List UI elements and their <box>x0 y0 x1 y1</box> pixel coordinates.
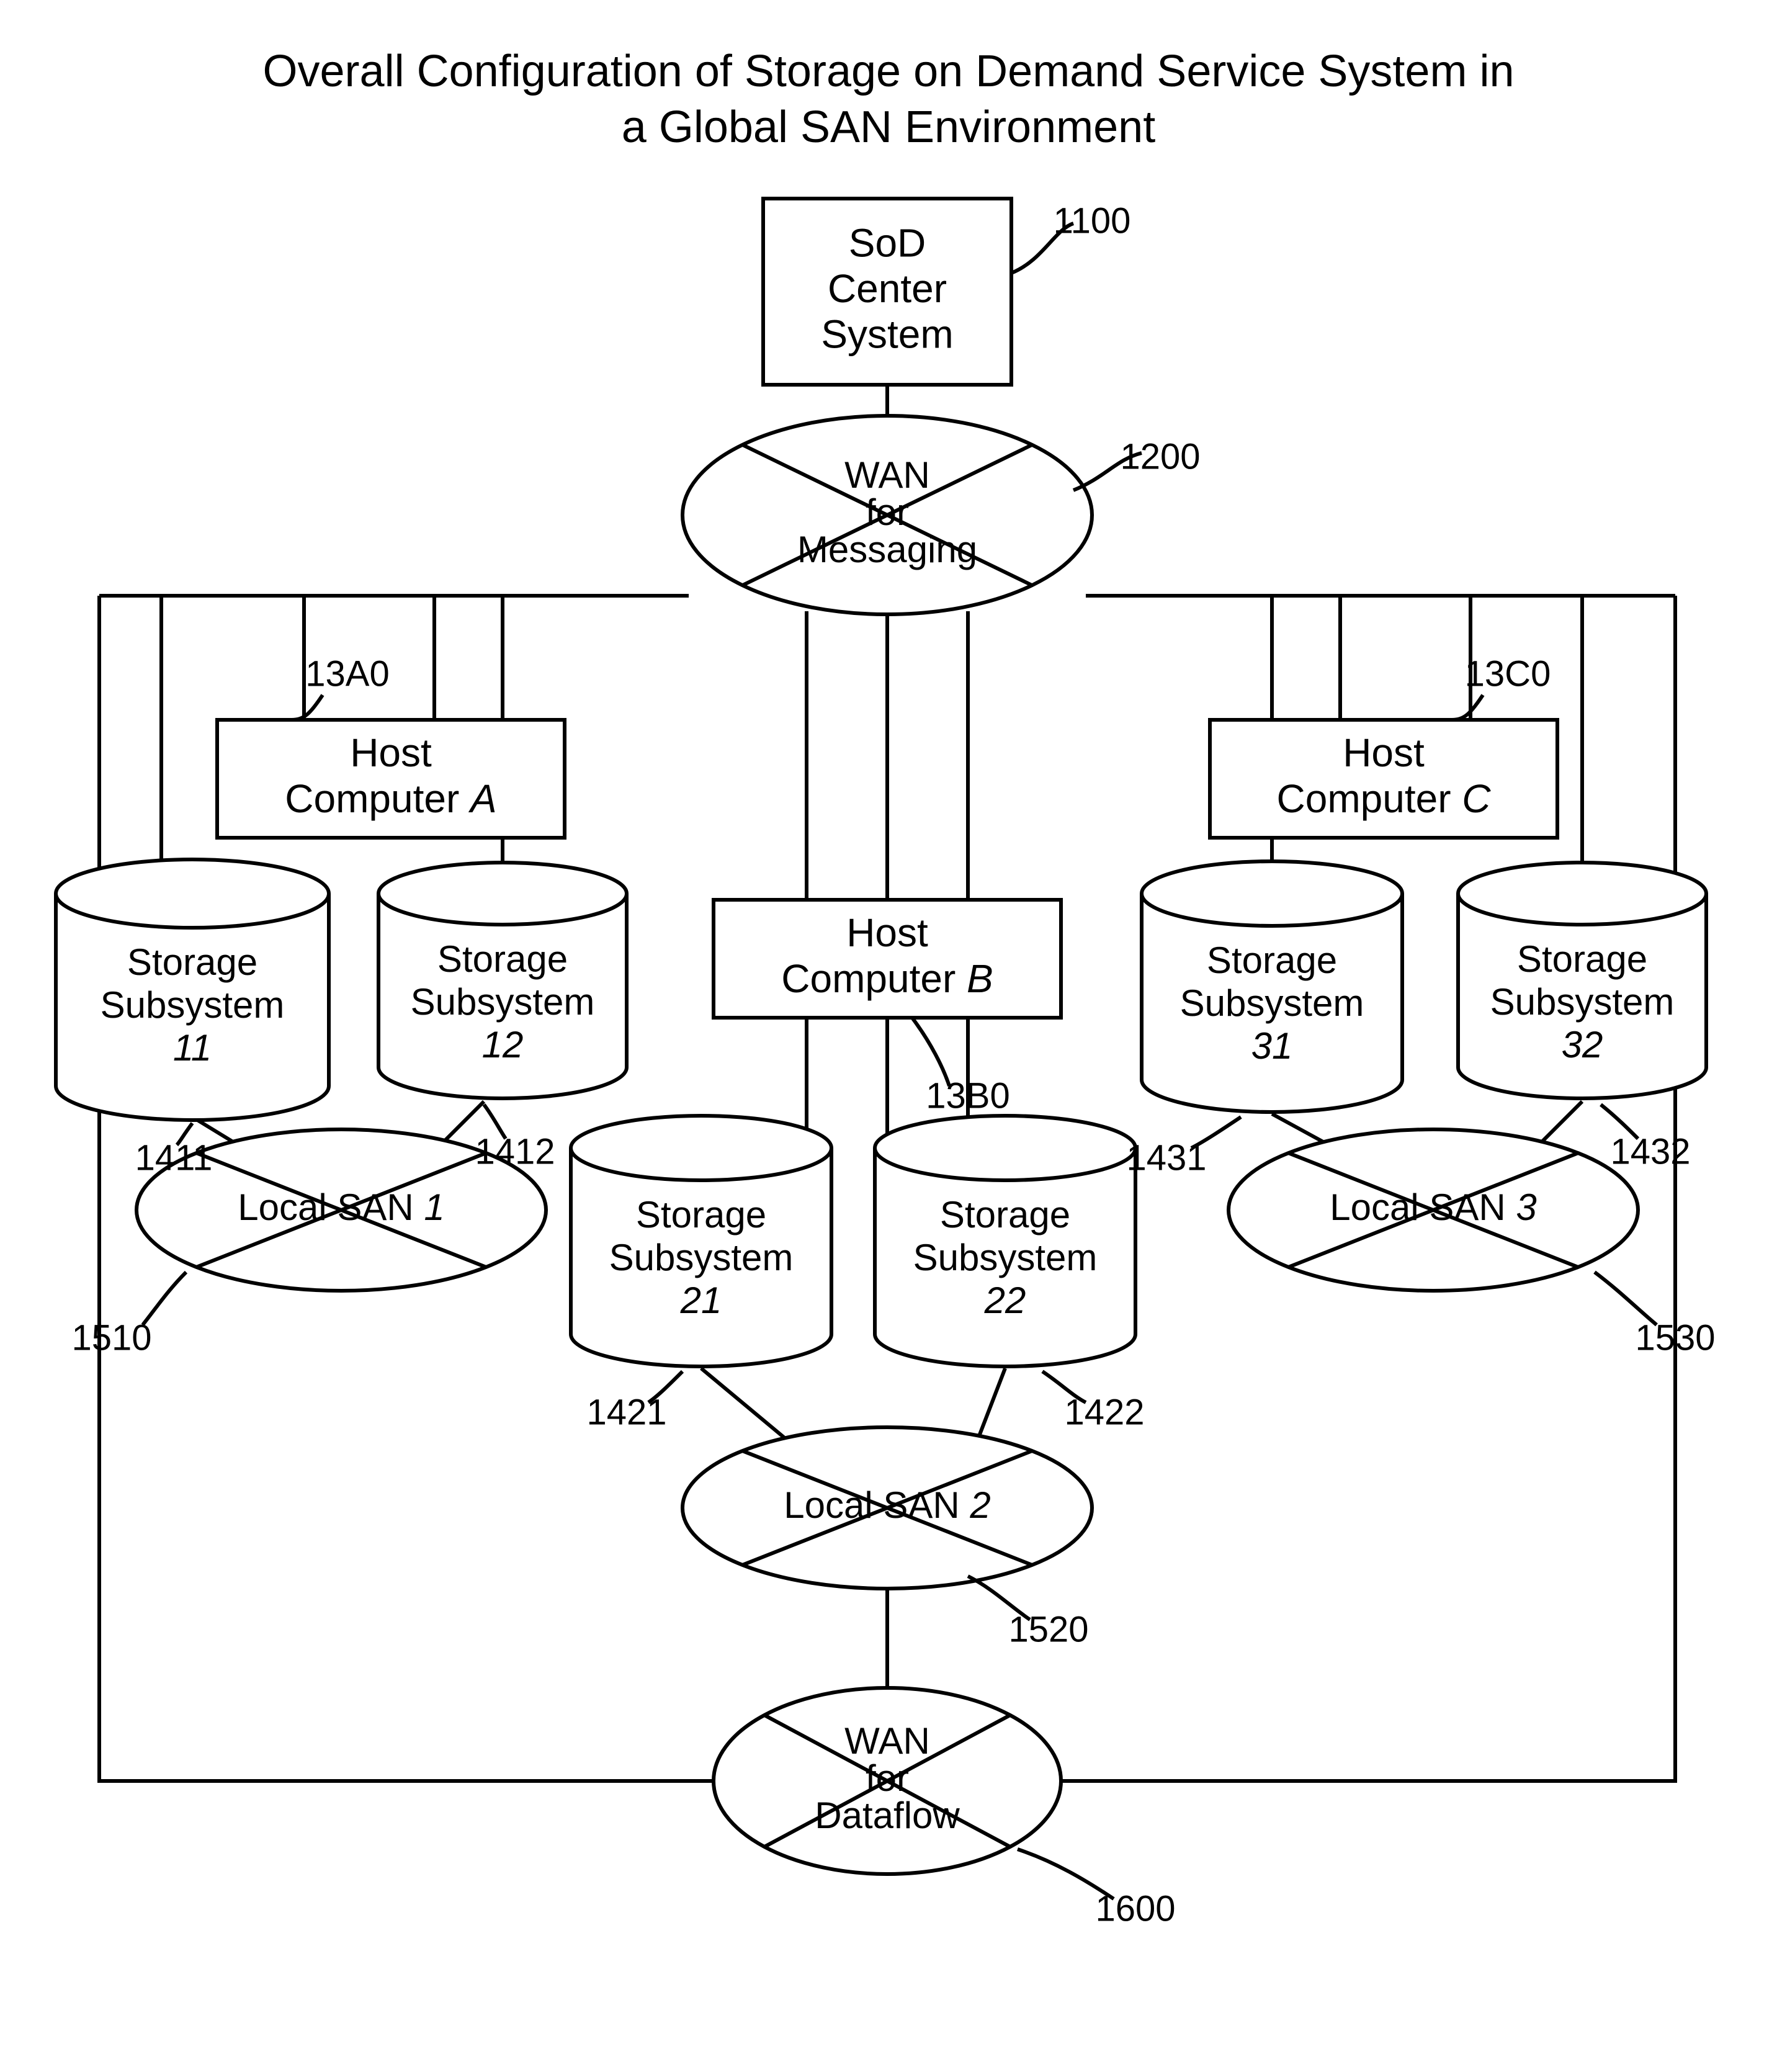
sod-label: Center <box>828 266 947 311</box>
ss21-top <box>571 1116 831 1180</box>
ref-1600: 1600 <box>1095 1888 1175 1929</box>
ss31-label: 31 <box>1251 1025 1293 1067</box>
ss12-top <box>378 863 627 925</box>
ref-1412: 1412 <box>475 1131 555 1172</box>
ref-1422: 1422 <box>1064 1392 1144 1432</box>
ss31-label: Subsystem <box>1180 982 1364 1024</box>
ss22-label: Storage <box>940 1194 1070 1236</box>
sod-label: SoD <box>849 220 926 265</box>
ss31-label: Storage <box>1207 940 1337 981</box>
ss32-label: Subsystem <box>1490 981 1675 1023</box>
hostC-label: Computer C <box>1277 776 1492 821</box>
ref-1411: 1411 <box>135 1137 213 1178</box>
ref-1510: 1510 <box>71 1317 151 1358</box>
san2-label: Local SAN 2 <box>784 1484 991 1526</box>
wanData-label: WAN <box>844 1720 930 1762</box>
hostA-label: Host <box>350 730 432 775</box>
ref-leader-1530 <box>1595 1272 1657 1325</box>
ss22-label: 22 <box>984 1280 1026 1321</box>
hostC-label: Host <box>1343 730 1425 775</box>
ss11-top <box>56 859 329 928</box>
ss11-label: Storage <box>127 941 257 983</box>
hostA-label: Computer A <box>285 776 496 821</box>
ref-1432: 1432 <box>1610 1131 1690 1172</box>
ss21-label: Storage <box>636 1194 766 1236</box>
ss22-label: Subsystem <box>913 1237 1098 1278</box>
ss32-label: Storage <box>1517 938 1647 980</box>
ref-13B0: 13B0 <box>926 1075 1009 1116</box>
ref-13C0: 13C0 <box>1465 653 1551 694</box>
ss12-label: 12 <box>482 1024 524 1065</box>
ss11-label: 11 <box>173 1027 212 1069</box>
wanData-label: for <box>866 1757 909 1799</box>
ss11-label: Subsystem <box>101 984 285 1026</box>
ss21-label: Subsystem <box>609 1237 794 1278</box>
ref-1100: 1100 <box>1054 200 1131 241</box>
san1-label: Local SAN 1 <box>238 1186 445 1228</box>
ref-1530: 1530 <box>1635 1317 1715 1358</box>
ref-1200: 1200 <box>1120 436 1200 477</box>
diagram-title-line2: a Global SAN Environment <box>622 102 1155 152</box>
ss32-top <box>1458 863 1706 925</box>
ref-leader-13C0 <box>1452 695 1483 720</box>
wanMsg-label: for <box>866 491 909 533</box>
ss12-label: Subsystem <box>411 981 595 1023</box>
diagram-title-line1: Overall Configuration of Storage on Dema… <box>263 47 1515 96</box>
hostB-label: Computer B <box>781 956 993 1001</box>
wanMsg-label: WAN <box>844 454 930 496</box>
ref-1421: 1421 <box>586 1392 666 1432</box>
ref-leader-13A0 <box>292 695 323 720</box>
ref-13A0: 13A0 <box>305 653 389 694</box>
wanMsg-label: Messaging <box>797 529 977 570</box>
hostB-label: Host <box>846 910 928 955</box>
wanData-label: Dataflow <box>815 1795 960 1836</box>
ss31-top <box>1142 861 1402 926</box>
ss21-label: 21 <box>680 1280 722 1321</box>
ss22-top <box>875 1116 1135 1180</box>
ref-1520: 1520 <box>1008 1609 1088 1649</box>
ss32-label: 32 <box>1562 1024 1603 1065</box>
san3-label: Local SAN 3 <box>1330 1186 1537 1228</box>
ref-1431: 1431 <box>1126 1137 1206 1178</box>
connector <box>701 1368 794 1446</box>
ss12-label: Storage <box>437 938 568 980</box>
ref-leader-1510 <box>143 1272 186 1325</box>
sod-label: System <box>821 312 953 357</box>
